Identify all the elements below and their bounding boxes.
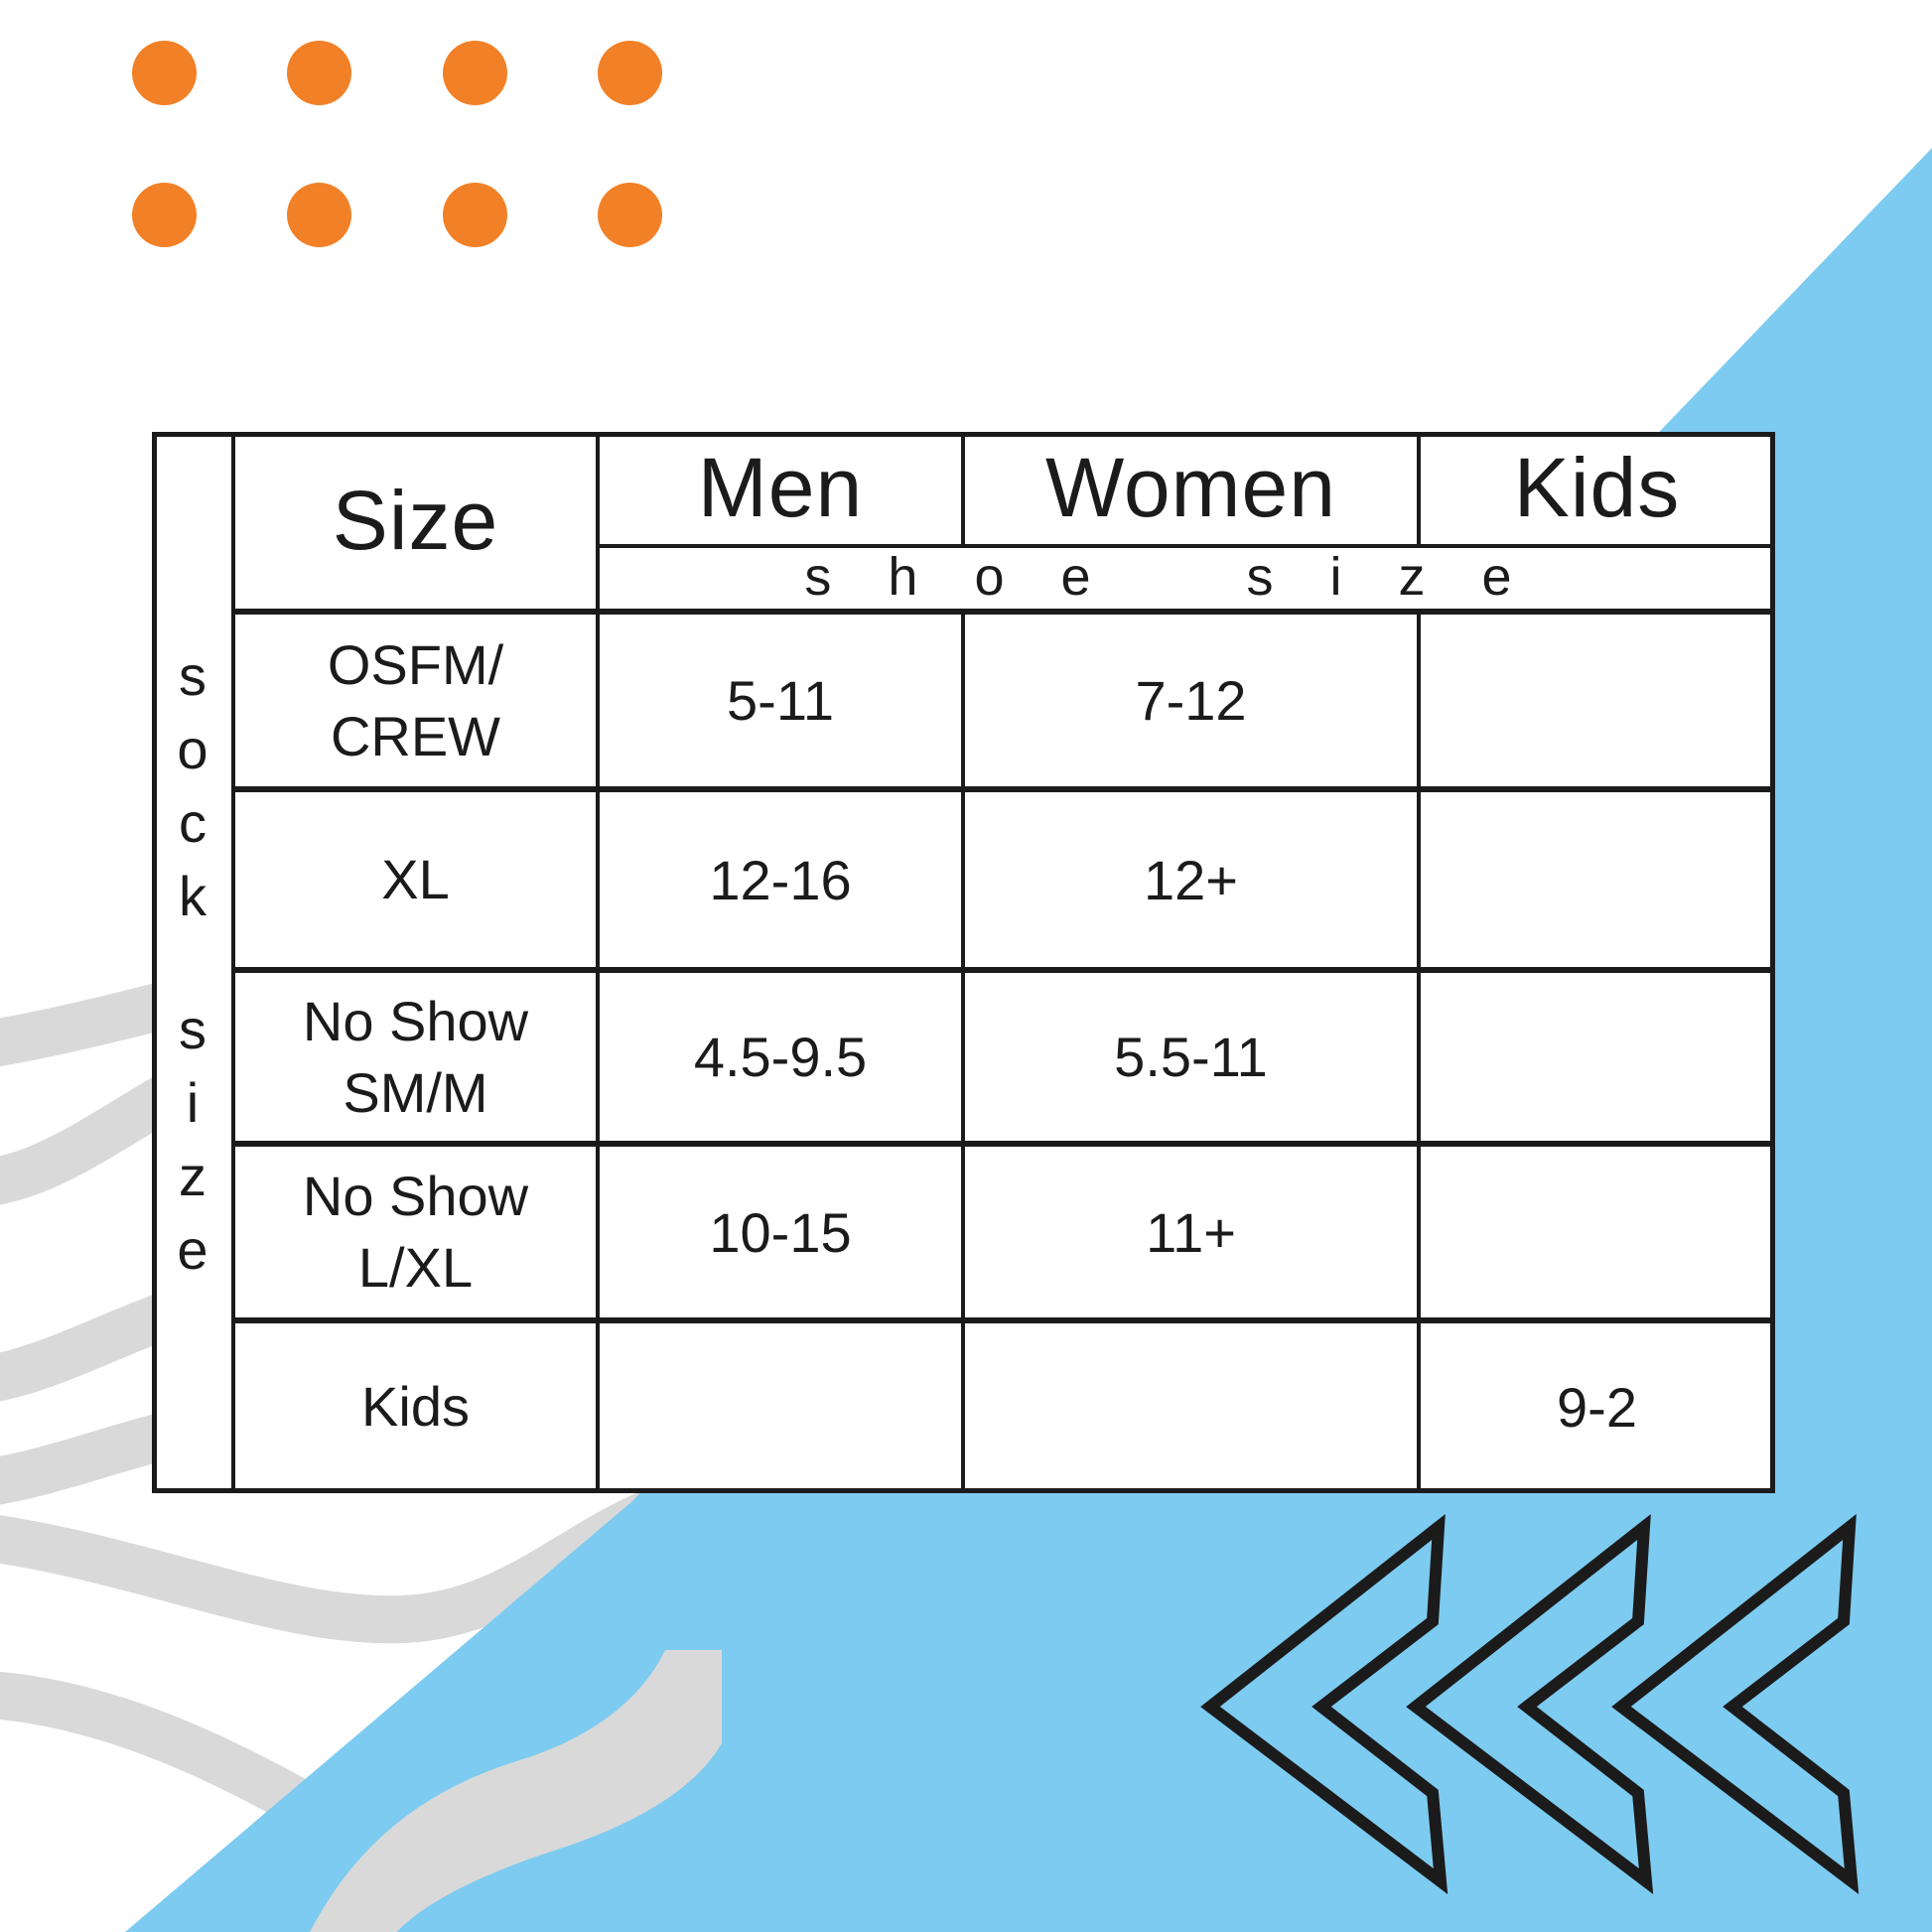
- cell-women: [963, 1320, 1419, 1493]
- cell-men: 12-16: [709, 848, 852, 911]
- table-border: [1770, 432, 1775, 1493]
- orange-dot-icon: [132, 41, 197, 105]
- cell-men: 10-15: [709, 1200, 852, 1264]
- grid-line-horizontal: [231, 786, 1775, 792]
- grid-line-horizontal: [231, 1317, 1775, 1323]
- cell-women: 7-12: [1135, 669, 1247, 732]
- chevron-left-icon: [1406, 1513, 1654, 1894]
- orange-dot-icon: [598, 183, 662, 247]
- cell-men: 4.5-9.5: [693, 1026, 868, 1088]
- orange-dot-icon: [132, 183, 197, 247]
- vertical-letter: s: [179, 644, 207, 707]
- vertical-letter: e: [177, 1218, 208, 1281]
- sub-header-shoe-size: shoe size: [804, 546, 1569, 607]
- column-header-size: Size: [332, 473, 499, 567]
- column-header-men: Men: [697, 441, 864, 534]
- orange-dot-icon: [598, 41, 662, 105]
- orange-dot-icon: [287, 41, 351, 105]
- triple-chevron-left-icon: [1200, 1513, 1860, 1894]
- vertical-letter: i: [186, 1071, 200, 1134]
- vertical-letter: z: [179, 1145, 207, 1207]
- vertical-letter: k: [179, 865, 207, 927]
- cell-men: [598, 1320, 963, 1493]
- orange-dot-icon: [443, 41, 507, 105]
- cell-women: 5.5-11: [1114, 1026, 1268, 1088]
- cell-kids: [1419, 970, 1775, 1144]
- grid-line-horizontal: [231, 609, 1775, 615]
- row-label: Kids: [361, 1375, 470, 1438]
- grid-line-vertical: [1417, 612, 1421, 1493]
- column-header-kids: Kids: [1513, 441, 1681, 534]
- row-label: XL: [381, 848, 450, 910]
- orange-dot-icon: [443, 183, 507, 247]
- chevron-left-icon: [1611, 1513, 1860, 1894]
- cell-kids: [1419, 612, 1775, 789]
- row-label: No Show SM/M: [302, 989, 529, 1124]
- column-header-women: Women: [1045, 441, 1336, 534]
- chevron-left-icon: [1200, 1513, 1449, 1894]
- cell-kids: [1419, 789, 1775, 970]
- grid-line-horizontal: [231, 967, 1775, 973]
- grid-line-vertical: [961, 432, 965, 546]
- size-chart-table: s o c k s i z e Size Men Women Kids shoe…: [152, 432, 1775, 1493]
- vertical-letter: s: [179, 998, 207, 1060]
- vertical-letter: o: [177, 718, 208, 780]
- grid-line-vertical: [596, 432, 600, 1493]
- grid-line-vertical: [961, 612, 965, 1493]
- orange-dot-icon: [287, 183, 351, 247]
- grid-line-vertical: [1417, 432, 1421, 546]
- cell-kids: [1419, 1144, 1775, 1320]
- cell-men: 5-11: [727, 669, 834, 732]
- vertical-letter: c: [179, 791, 207, 854]
- cell-kids: 9-2: [1557, 1375, 1637, 1439]
- grid-line-horizontal: [596, 544, 1775, 548]
- wave-line-icon: [0, 1071, 187, 1205]
- wave-line-icon: [0, 979, 181, 1067]
- wave-line-icon: [0, 1410, 180, 1505]
- grid-line-horizontal: [231, 1141, 1775, 1147]
- cell-women: 11+: [1146, 1200, 1236, 1264]
- wave-ribbon-icon: [310, 1650, 722, 1932]
- row-label: No Show L/XL: [302, 1165, 529, 1299]
- wave-line-icon: [0, 1290, 182, 1402]
- table-border: [152, 432, 157, 1493]
- row-group-label-sock-size: s o c k s i z e: [152, 635, 233, 1291]
- cell-women: 12+: [1144, 848, 1238, 911]
- grid-line-vertical: [231, 432, 235, 1493]
- row-label: OSFM/ CREW: [327, 632, 504, 767]
